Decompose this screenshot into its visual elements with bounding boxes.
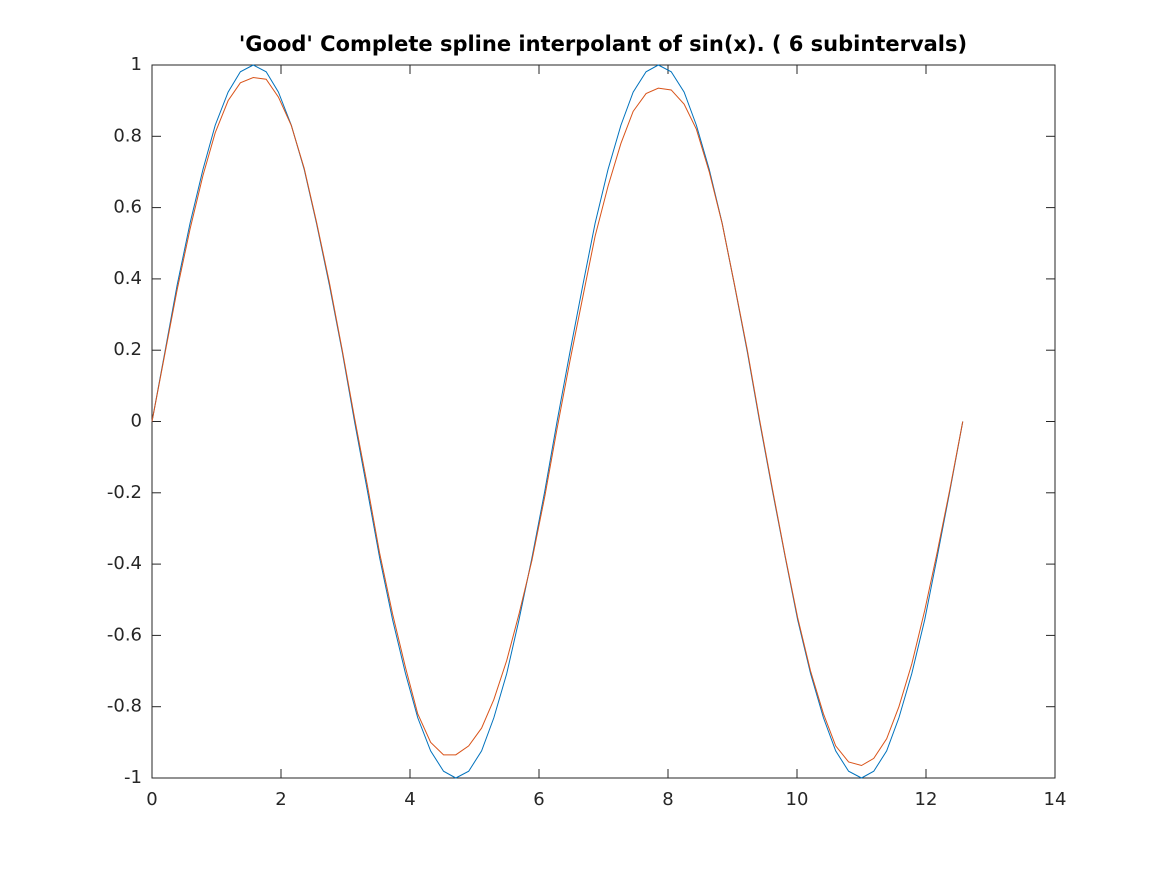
y-tick-label: 0.8 <box>113 125 142 146</box>
y-tick-label: 0.2 <box>113 339 142 360</box>
y-tick-label: -1 <box>124 767 142 788</box>
y-tick-label: 0.4 <box>113 268 142 289</box>
x-tick-label: 10 <box>786 789 809 810</box>
y-tick-label: 0 <box>131 411 142 432</box>
x-tick-label: 2 <box>275 789 286 810</box>
line-series <box>151 64 964 779</box>
line-series <box>151 76 964 767</box>
y-tick-label: -0.8 <box>107 696 142 717</box>
plot-area <box>151 64 1056 779</box>
x-tick-label: 0 <box>146 789 157 810</box>
x-tick-label: 6 <box>533 789 544 810</box>
x-tick-label: 12 <box>915 789 938 810</box>
x-tick-label: 4 <box>404 789 415 810</box>
chart-title: 'Good' Complete spline interpolant of si… <box>239 32 967 56</box>
y-tick-label: -0.4 <box>107 553 142 574</box>
y-tick-label: -0.2 <box>107 482 142 503</box>
x-tick-label: 8 <box>662 789 673 810</box>
y-tick-label: 0.6 <box>113 197 142 218</box>
x-tick-label: 14 <box>1044 789 1067 810</box>
y-tick-label: 1 <box>131 54 142 75</box>
y-tick-label: -0.6 <box>107 624 142 645</box>
